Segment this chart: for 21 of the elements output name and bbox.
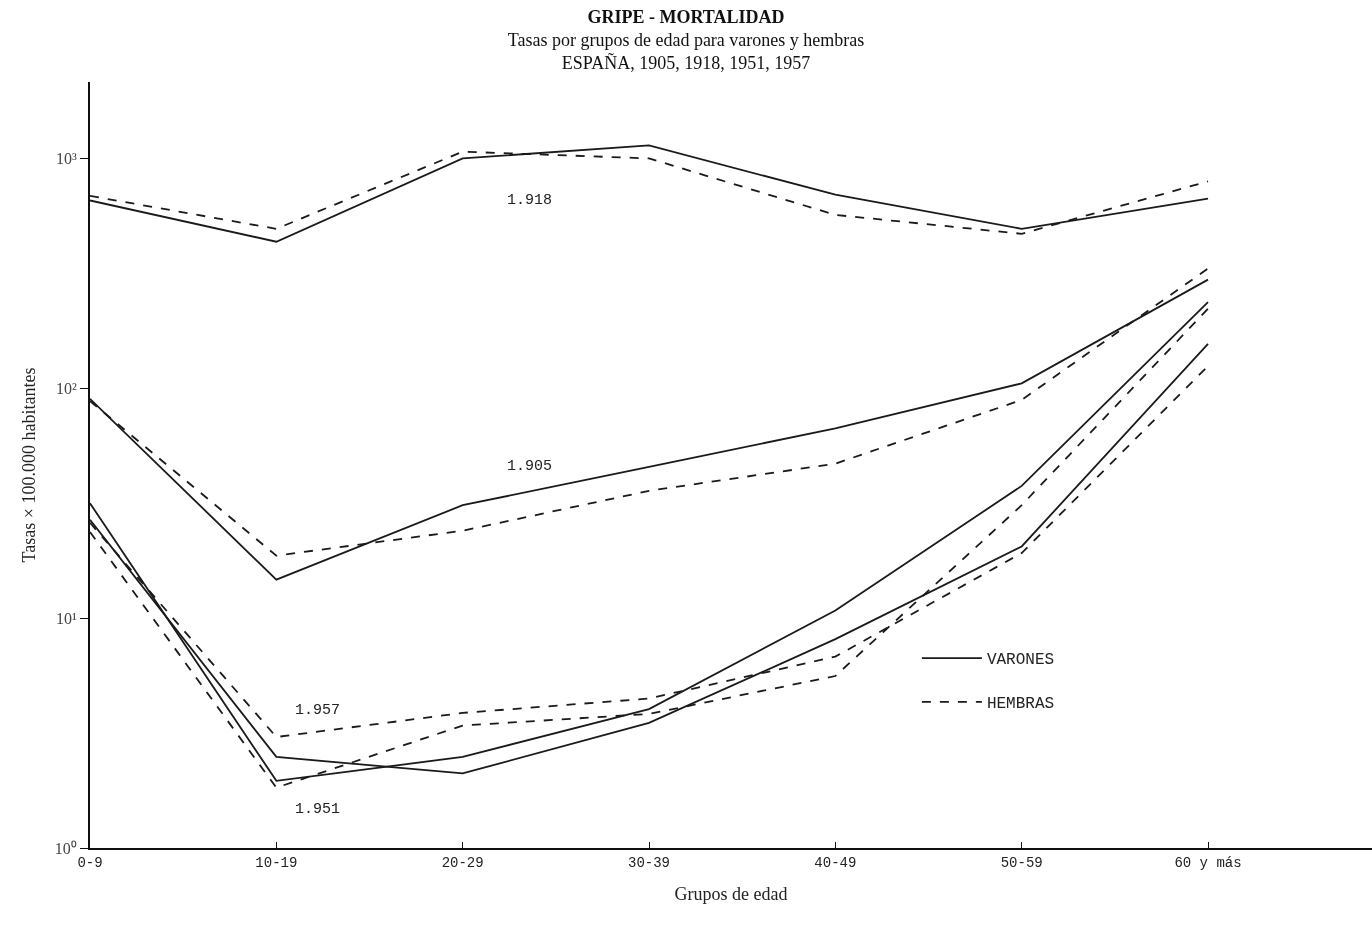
x-axis-title: Grupos de edad (674, 884, 788, 905)
annotation: 1.918 (507, 192, 553, 209)
annotation: 1.951 (295, 801, 341, 818)
annotation: 1.957 (295, 702, 341, 719)
x-tick-label: 20-29 (441, 854, 484, 871)
x-tick-label: 30-39 (628, 854, 671, 871)
x-tick-label: 50-59 (1000, 854, 1043, 871)
chart-title: GRIPE - MORTALIDAD (587, 6, 785, 27)
legend-label: VARONES (986, 651, 1055, 670)
y-tick-label: 10³ (56, 150, 77, 168)
y-tick-label: 10¹ (56, 609, 77, 627)
x-tick-label: 10-19 (255, 854, 298, 871)
chart-subtitle: Tasas por grupos de edad para varones y hembras ESPAÑA, 1905, 1918, 1951, 1957 (507, 29, 865, 74)
annotation: 1.905 (507, 458, 553, 475)
x-tick-label: 60 y más (1174, 854, 1242, 871)
x-tick-label: 40-49 (814, 854, 857, 871)
y-axis-title: Tasas × 100.000 habitantes (19, 367, 40, 563)
y-tick-label: 10⁰ (54, 839, 77, 857)
x-tick-label: 0-9 (77, 854, 103, 871)
legend-label: HEMBRAS (986, 695, 1055, 714)
y-tick-label: 10² (56, 379, 77, 397)
